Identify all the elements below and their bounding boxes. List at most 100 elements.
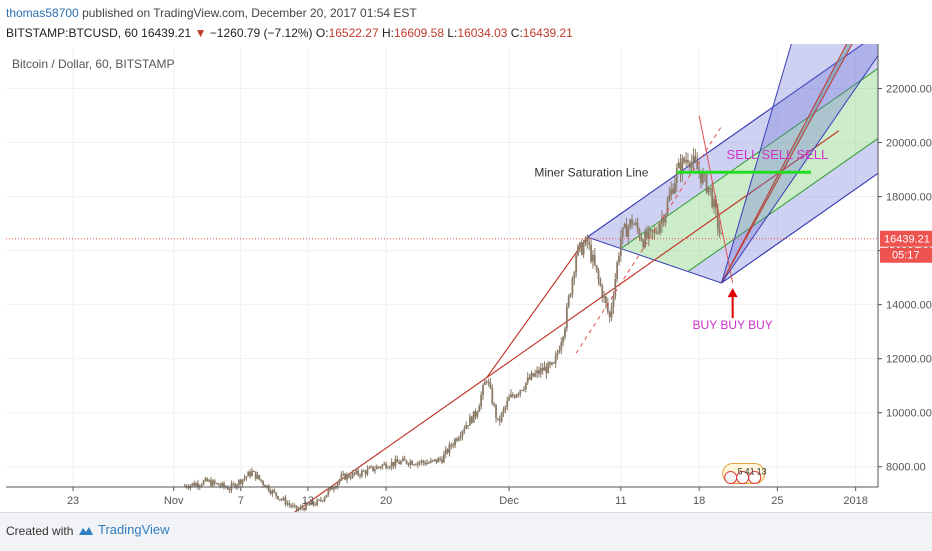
candle-body xyxy=(346,475,348,480)
candle-body xyxy=(380,467,382,468)
candle-body xyxy=(499,419,501,421)
candle-body xyxy=(516,395,518,398)
candle-body xyxy=(501,413,503,421)
candle-body xyxy=(381,465,383,468)
candle-body xyxy=(340,475,342,480)
candle-body xyxy=(544,367,546,371)
candle-body xyxy=(428,463,430,464)
candle-body xyxy=(670,189,672,195)
symbol-label[interactable]: BITSTAMP:BTCUSD, 60 xyxy=(6,26,138,40)
candle-body xyxy=(637,223,639,230)
candle-body xyxy=(672,189,674,193)
candle-body xyxy=(579,242,581,245)
candle-body xyxy=(372,466,374,470)
candle-body xyxy=(203,481,205,485)
candle-body xyxy=(214,481,216,484)
candle-body xyxy=(652,230,654,233)
candle-body xyxy=(333,488,335,489)
candle-body xyxy=(277,496,279,499)
candle-body xyxy=(232,484,234,485)
candle-body xyxy=(430,460,432,462)
chart-title: Bitcoin / Dollar, 60, BITSTAMP xyxy=(12,57,175,71)
candle-body xyxy=(395,459,397,466)
chart-header: thomas58700 published on TradingView.com… xyxy=(0,0,932,44)
candle-body xyxy=(695,156,697,161)
candle-body xyxy=(465,425,467,428)
candle-body xyxy=(540,368,542,374)
candle-body xyxy=(598,270,600,279)
candle-body xyxy=(700,173,702,183)
candle-body xyxy=(575,256,577,273)
candle-body xyxy=(322,500,324,501)
price-axis-label: 22000.00 xyxy=(886,84,932,96)
candle-body xyxy=(631,219,633,224)
candle-body xyxy=(437,458,439,462)
candle-body xyxy=(504,407,506,410)
candle-body xyxy=(572,278,574,294)
candle-body xyxy=(721,233,723,234)
candle-body xyxy=(219,485,221,486)
candle-body xyxy=(663,218,665,222)
candle-body xyxy=(624,224,626,227)
candle-body xyxy=(348,475,350,478)
candle-body xyxy=(532,373,534,376)
price-axis-label: 18000.00 xyxy=(886,192,932,204)
candle-body xyxy=(421,461,423,463)
current-price-tag-label: 16439.21 xyxy=(884,234,930,246)
tradingview-brand[interactable]: TradingView xyxy=(78,522,170,537)
candle-body xyxy=(204,478,206,481)
candle-body xyxy=(247,472,249,477)
candle-body xyxy=(240,480,242,484)
candle-body xyxy=(279,499,281,500)
candle-body xyxy=(249,472,251,476)
candle-body xyxy=(223,483,225,487)
candle-body xyxy=(402,458,404,461)
candle-body xyxy=(389,467,391,468)
candle-body xyxy=(547,363,549,374)
time-axis-label: Dec xyxy=(499,495,519,507)
candle-body xyxy=(467,425,469,426)
author-link[interactable]: thomas58700 xyxy=(6,6,79,20)
candle-body xyxy=(626,224,628,237)
candle-body xyxy=(678,163,680,168)
candle-body xyxy=(337,483,339,487)
candle-body xyxy=(510,394,512,397)
low-value: 16034.03 xyxy=(457,26,507,40)
candle-body xyxy=(519,390,521,394)
candle-body xyxy=(702,174,704,184)
candle-body xyxy=(393,462,395,466)
publish-text: published on TradingView.com, December 2… xyxy=(82,6,417,20)
candle-body xyxy=(648,229,650,238)
footer-bar: Created with TradingView xyxy=(0,512,932,551)
candle-body xyxy=(514,396,516,398)
candle-body xyxy=(417,463,419,465)
candle-body xyxy=(527,377,529,382)
candle-body xyxy=(646,232,648,239)
candle-body xyxy=(424,463,426,465)
candle-body xyxy=(693,156,695,162)
candle-body xyxy=(355,470,357,473)
candle-body xyxy=(616,262,618,279)
candle-body xyxy=(296,506,298,511)
candle-body xyxy=(480,395,482,406)
candle-body xyxy=(361,471,363,476)
candle-body xyxy=(590,245,592,262)
price-axis-label: 14000.00 xyxy=(886,300,932,312)
candle-body xyxy=(618,256,620,263)
open-label: O: xyxy=(316,26,329,40)
candle-body xyxy=(456,439,458,441)
high-label: H: xyxy=(382,26,394,40)
candle-body xyxy=(566,306,568,328)
candle-body xyxy=(477,412,479,417)
candle-body xyxy=(242,479,244,484)
candle-body xyxy=(564,328,566,337)
candle-body xyxy=(288,503,290,505)
candle-body xyxy=(558,350,560,353)
candle-body xyxy=(441,459,443,462)
event-badge-count-b: 13 xyxy=(757,467,767,477)
candle-body xyxy=(659,225,661,233)
price-axis-label: 12000.00 xyxy=(886,354,932,366)
candle-body xyxy=(411,461,413,465)
candle-body xyxy=(655,232,657,233)
